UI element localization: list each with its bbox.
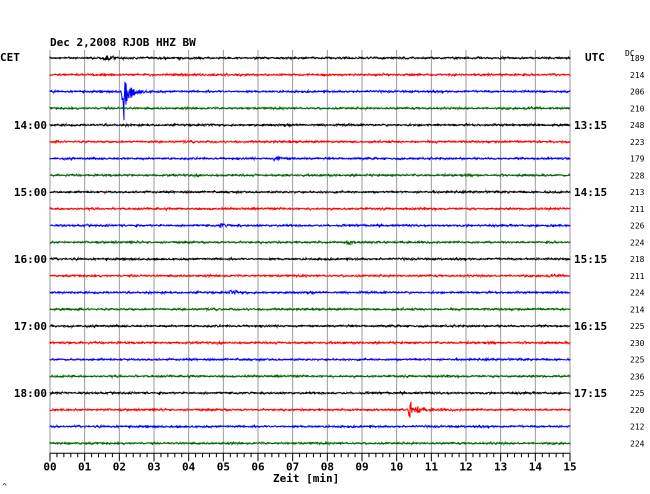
- trace-row-18: [49, 356, 571, 363]
- trace-row-2: [49, 81, 571, 121]
- dc-offset-label: 230: [630, 339, 645, 348]
- dc-offset-label: 211: [630, 205, 645, 214]
- dc-offset-label: 225: [630, 356, 645, 365]
- x-axis-label: Zeit [min]: [273, 472, 339, 485]
- x-tick-label: 01: [78, 460, 92, 473]
- trace-row-11: [49, 239, 571, 246]
- dc-offset-label: 218: [630, 255, 645, 264]
- dc-offset-label: 228: [630, 171, 645, 180]
- x-tick-label: 03: [147, 460, 160, 473]
- traces: [49, 54, 571, 447]
- right-hour-label: 16:15: [574, 320, 607, 333]
- dc-offset-label: 211: [630, 272, 645, 281]
- dc-offset-label: 206: [630, 88, 645, 97]
- right-zone-label: UTC: [585, 51, 605, 64]
- trace-row-21: [49, 401, 571, 418]
- x-tick-label: 02: [113, 460, 126, 473]
- dc-offset-label: 248: [630, 121, 645, 130]
- x-tick-label: 04: [182, 460, 196, 473]
- trace-row-20: [49, 390, 571, 396]
- trace-row-8: [49, 189, 571, 195]
- x-tick-label: 14: [529, 460, 543, 473]
- trace-row-10: [49, 222, 571, 229]
- x-tick-label: 09: [355, 460, 368, 473]
- footer-mark: ^: [2, 482, 7, 491]
- dc-offset-label: 236: [630, 372, 645, 381]
- trace-row-7: [49, 172, 571, 179]
- right-hour-label: 13:15: [574, 119, 607, 132]
- trace-row-6: [49, 155, 571, 162]
- dc-offset-label: 214: [630, 71, 645, 80]
- chart-title: Dec 2,2008 RJOB HHZ BW: [50, 36, 196, 49]
- trace-row-12: [49, 256, 571, 262]
- dc-offset-label: 210: [630, 104, 645, 113]
- trace-row-9: [49, 206, 571, 212]
- x-tick-label: 12: [459, 460, 472, 473]
- dc-offset-label: 224: [630, 238, 645, 247]
- trace-row-3: [49, 105, 571, 112]
- x-axis: 00 01 02 03 04 05 06 07 08 09 10 11 12 13 14 15: [43, 453, 577, 473]
- x-tick-label: 06: [251, 460, 265, 473]
- left-hour-label: 15:00: [14, 186, 47, 199]
- x-tick-label: 10: [390, 460, 403, 473]
- dc-offset-label: 226: [630, 222, 645, 231]
- trace-row-0: [49, 54, 571, 62]
- trace-row-13: [49, 272, 571, 279]
- dc-offset-label: 214: [630, 305, 645, 314]
- left-hour-label: 17:00: [14, 320, 47, 333]
- dc-offset-label: 224: [630, 439, 645, 448]
- trace-row-15: [49, 306, 571, 313]
- dc-offset-label: 223: [630, 138, 645, 147]
- trace-row-23: [49, 440, 571, 447]
- dc-offset-label: 213: [630, 188, 645, 197]
- x-tick-label: 08: [321, 460, 334, 473]
- trace-row-22: [49, 423, 571, 430]
- grid: [49, 50, 571, 454]
- dc-header: DC: [625, 49, 635, 58]
- x-tick-label: 11: [425, 460, 439, 473]
- right-hour-label: 15:15: [574, 253, 607, 266]
- x-tick-label: 13: [494, 460, 507, 473]
- dc-offset-label: 189: [630, 54, 645, 63]
- row-labels: 14:00 15:00 16:00 17:00 18:00 13:15 14:15 15:15…: [14, 54, 645, 448]
- dc-offset-label: 225: [630, 322, 645, 331]
- trace-row-16: [49, 323, 571, 329]
- trace-row-4: [49, 122, 571, 128]
- dc-offset-label: 224: [630, 289, 645, 298]
- dc-offset-label: 179: [630, 155, 645, 164]
- left-hour-label: 18:00: [14, 387, 47, 400]
- trace-row-1: [49, 71, 571, 78]
- x-tick-label: 15: [563, 460, 576, 473]
- dc-offset-label: 225: [630, 389, 645, 398]
- dc-offset-label: 212: [630, 423, 645, 432]
- left-hour-label: 14:00: [14, 119, 47, 132]
- left-zone-label: CET: [0, 51, 20, 64]
- trace-row-14: [49, 289, 571, 296]
- x-tick-label: 07: [286, 460, 299, 473]
- left-hour-label: 16:00: [14, 253, 47, 266]
- trace-row-17: [49, 339, 571, 346]
- x-tick-label: 00: [43, 460, 56, 473]
- right-hour-label: 14:15: [574, 186, 607, 199]
- trace-row-19: [49, 373, 571, 380]
- dc-offset-label: 220: [630, 406, 645, 415]
- right-hour-label: 17:15: [574, 387, 607, 400]
- x-tick-label: 05: [217, 460, 230, 473]
- trace-row-5: [49, 138, 571, 145]
